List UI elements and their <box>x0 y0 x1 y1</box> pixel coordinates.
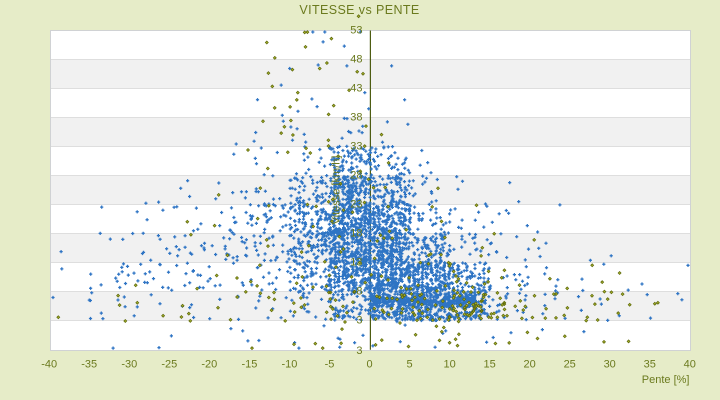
svg-text:38: 38 <box>350 112 362 124</box>
svg-text:18: 18 <box>350 228 362 240</box>
svg-text:35: 35 <box>644 358 656 370</box>
svg-text:20: 20 <box>523 358 535 370</box>
svg-text:-20: -20 <box>201 358 217 370</box>
svg-text:-35: -35 <box>81 358 97 370</box>
svg-text:-15: -15 <box>241 358 257 370</box>
svg-text:-10: -10 <box>281 358 297 370</box>
svg-text:13: 13 <box>350 257 362 269</box>
svg-text:-30: -30 <box>121 358 137 370</box>
svg-text:3: 3 <box>356 345 362 357</box>
svg-text:25: 25 <box>564 358 576 370</box>
svg-text:8: 8 <box>356 286 362 298</box>
svg-text:Pente [%]: Pente [%] <box>642 374 690 386</box>
svg-text:40: 40 <box>684 358 696 370</box>
svg-text:-5: -5 <box>325 358 335 370</box>
svg-text:5: 5 <box>406 358 412 370</box>
svg-text:-25: -25 <box>161 358 177 370</box>
svg-text:30: 30 <box>604 358 616 370</box>
svg-text:10: 10 <box>443 358 455 370</box>
svg-text:53: 53 <box>350 25 362 37</box>
svg-text:VITESSE vs PENTE: VITESSE vs PENTE <box>299 3 419 17</box>
svg-text:48: 48 <box>350 54 362 66</box>
svg-text:43: 43 <box>350 83 362 95</box>
svg-text:3: 3 <box>356 315 362 327</box>
svg-text:15: 15 <box>483 358 495 370</box>
svg-text:33: 33 <box>350 141 362 153</box>
svg-text:Vitesse [km/h]: Vitesse [km/h] <box>331 156 343 225</box>
svg-text:28: 28 <box>350 170 362 182</box>
svg-text:23: 23 <box>350 199 362 211</box>
svg-text:-40: -40 <box>41 358 57 370</box>
svg-text:0: 0 <box>366 358 372 370</box>
